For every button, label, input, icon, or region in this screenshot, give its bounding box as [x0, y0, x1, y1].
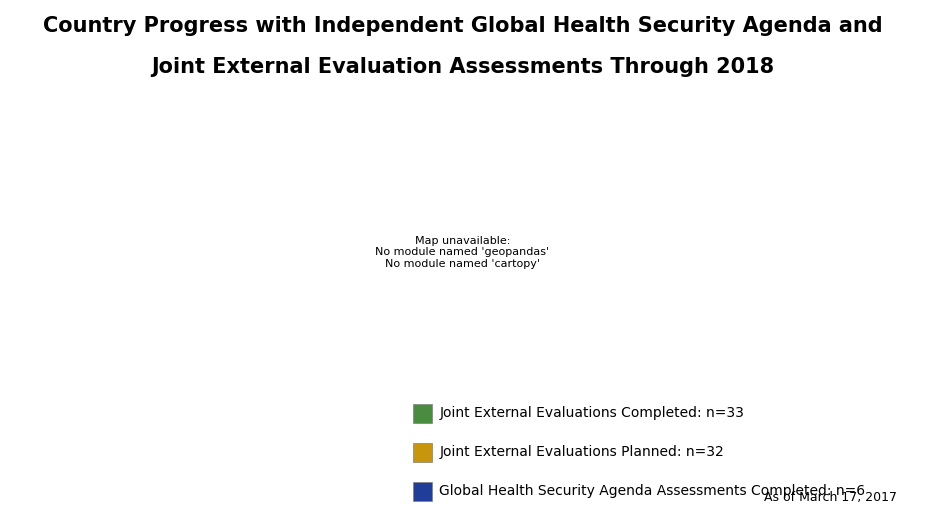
Text: Joint External Evaluation Assessments Through 2018: Joint External Evaluation Assessments Th… [151, 57, 774, 77]
Text: Joint External Evaluations Planned: n=32: Joint External Evaluations Planned: n=32 [439, 446, 724, 459]
Text: Global Health Security Agenda Assessments Completed: n=6: Global Health Security Agenda Assessment… [439, 485, 866, 498]
Text: Joint External Evaluations Completed: n=33: Joint External Evaluations Completed: n=… [439, 407, 745, 420]
Text: Map unavailable:
No module named 'geopandas'
No module named 'cartopy': Map unavailable: No module named 'geopan… [376, 236, 549, 269]
Text: Country Progress with Independent Global Health Security Agenda and: Country Progress with Independent Global… [43, 16, 882, 35]
Text: As of March 17, 2017: As of March 17, 2017 [764, 491, 897, 504]
